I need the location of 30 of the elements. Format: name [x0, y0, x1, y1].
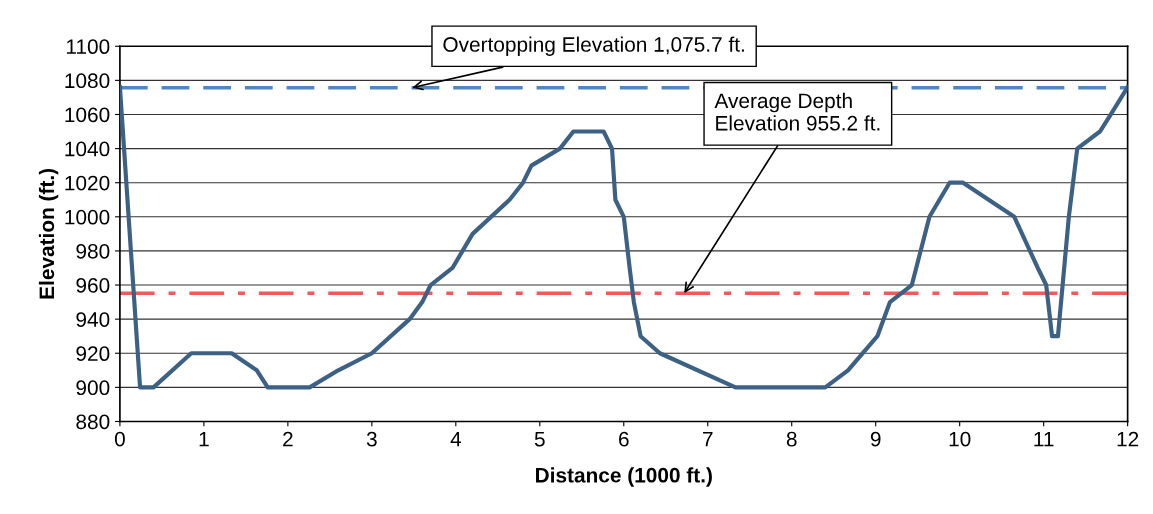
x-tick-label: 12: [1117, 431, 1139, 447]
x-tick-label: 9: [870, 431, 881, 447]
y-tick-label: 1080: [65, 73, 110, 89]
x-tick-label: 4: [450, 431, 461, 447]
x-tick-label: 11: [1034, 431, 1054, 447]
y-tick-label: 1100: [66, 39, 110, 55]
y-tick-label: 1000: [65, 209, 110, 225]
x-tick-label: 7: [703, 431, 713, 447]
x-axis-title: Distance (1000 ft.): [536, 467, 712, 487]
x-tick-label: 3: [366, 431, 377, 447]
y-tick-label: 960: [76, 278, 110, 293]
ref-line-label: Average Depth Elevation 955.2 ft.: [714, 92, 880, 131]
x-tick-label: 1: [199, 431, 209, 447]
x-tick-label: 0: [114, 431, 125, 447]
ref-line-label: Overtopping Elevation 1,075.7 ft.: [443, 36, 744, 56]
y-tick-label: 980: [76, 243, 110, 259]
x-tick-label: 6: [619, 431, 629, 447]
x-tick-label: 5: [534, 431, 545, 447]
x-tick-label: 8: [786, 431, 797, 447]
y-tick-label: 940: [76, 312, 110, 327]
line-series: [119, 85, 1128, 390]
x-tick-label: 10: [949, 431, 971, 447]
y-axis-title: Elevation (ft.): [38, 168, 59, 299]
y-tick-label: 880: [76, 414, 110, 430]
y-tick-label: 920: [76, 346, 110, 362]
y-tick-label: 900: [76, 380, 110, 396]
y-tick-label: 1020: [65, 175, 110, 191]
y-tick-label: 1060: [65, 107, 110, 123]
x-tick-label: 2: [283, 431, 293, 447]
y-tick-label: 1040: [65, 141, 110, 157]
